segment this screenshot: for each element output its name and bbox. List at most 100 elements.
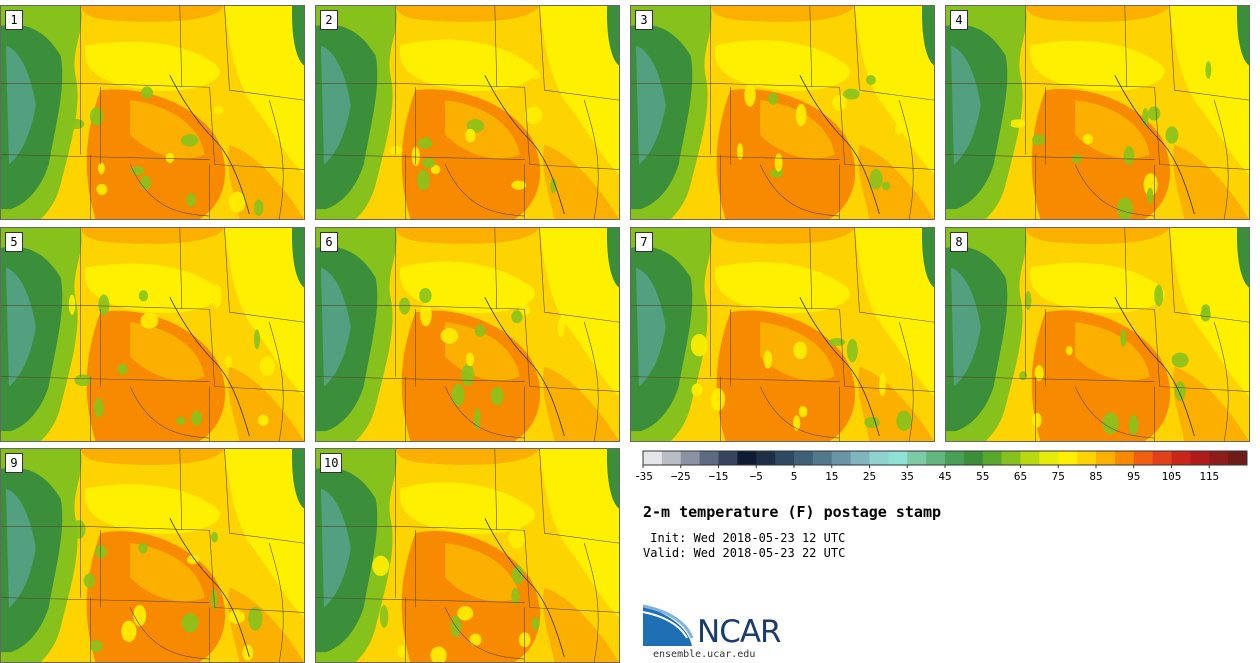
colorbar-tick-label: 15 bbox=[825, 470, 838, 483]
cool-zone bbox=[399, 261, 535, 313]
state-boundary bbox=[524, 309, 530, 387]
cool-spot bbox=[397, 645, 405, 658]
colorbar-tick-label: 115 bbox=[1199, 470, 1219, 483]
warm-zone bbox=[543, 587, 619, 662]
temperature-map bbox=[316, 449, 619, 662]
peak-terrain bbox=[635, 267, 666, 387]
state-boundary bbox=[494, 228, 498, 310]
cool-spot bbox=[419, 288, 432, 304]
colorbar-tick-label: 35 bbox=[901, 470, 914, 483]
cool-spot bbox=[248, 606, 263, 631]
state-boundary bbox=[1, 597, 210, 603]
temperature-map bbox=[316, 228, 619, 441]
peak-terrain bbox=[320, 45, 351, 165]
member-label: 8 bbox=[950, 232, 968, 252]
cool-spot bbox=[894, 66, 912, 77]
state-boundary bbox=[1124, 228, 1128, 310]
cool-spot bbox=[763, 350, 773, 369]
cool-spot bbox=[864, 417, 880, 428]
state-boundary bbox=[494, 6, 498, 88]
cool-spot bbox=[793, 341, 808, 360]
state-boundary bbox=[839, 87, 845, 165]
cool-spot bbox=[1154, 284, 1164, 307]
cool-spot bbox=[417, 169, 430, 191]
cool-zone bbox=[399, 39, 535, 91]
cool-spot bbox=[473, 408, 481, 431]
warm-zone bbox=[130, 543, 205, 602]
cool-spot bbox=[138, 290, 149, 302]
state-boundary bbox=[844, 164, 934, 170]
water-body bbox=[606, 6, 619, 66]
member-panel-2: 2 bbox=[315, 5, 620, 220]
state-boundary bbox=[1213, 100, 1229, 219]
cool-spot bbox=[399, 297, 411, 315]
state-boundary bbox=[583, 100, 599, 219]
state-boundary bbox=[839, 309, 845, 387]
colorbar-swatch bbox=[1228, 451, 1248, 465]
figure-title: 2-m temperature (F) postage stamp bbox=[643, 503, 942, 521]
cool-spot bbox=[869, 168, 883, 190]
colorbar-swatch bbox=[907, 451, 927, 465]
state-boundary bbox=[444, 607, 525, 660]
colorbar-swatch bbox=[850, 451, 870, 465]
cool-spot bbox=[461, 364, 475, 386]
cool-spot bbox=[1165, 126, 1179, 144]
state-boundary bbox=[710, 304, 840, 310]
cool-spot bbox=[211, 531, 218, 543]
cool-spot bbox=[511, 310, 523, 324]
state-boundary bbox=[859, 311, 934, 323]
state-boundary bbox=[1, 154, 210, 160]
cool-spot bbox=[133, 604, 147, 627]
temperature-map bbox=[946, 6, 1249, 219]
cool-spot bbox=[1025, 291, 1032, 310]
colorbar-swatch bbox=[963, 451, 984, 465]
member-label: 3 bbox=[635, 10, 653, 30]
state-boundary bbox=[1174, 311, 1249, 323]
cool-spot bbox=[879, 373, 886, 397]
state-boundary bbox=[809, 228, 813, 310]
cool-spot bbox=[1009, 119, 1026, 128]
cool-spot bbox=[93, 398, 104, 418]
member-label: 5 bbox=[5, 232, 23, 252]
colorbar-swatch bbox=[1039, 451, 1059, 465]
state-boundary bbox=[444, 386, 525, 439]
warm-zone bbox=[130, 322, 205, 381]
state-boundary bbox=[946, 154, 1155, 160]
state-boundary bbox=[224, 6, 230, 91]
colorbar-swatch bbox=[1190, 451, 1210, 465]
cool-spot bbox=[1003, 111, 1012, 131]
state-boundary bbox=[395, 82, 525, 88]
colorbar-swatch bbox=[1114, 451, 1135, 465]
cool-spot bbox=[389, 146, 403, 155]
warm-zone bbox=[760, 100, 835, 159]
river bbox=[169, 297, 250, 437]
colorbar-tick-label: −15 bbox=[709, 470, 729, 483]
colorbar-swatch bbox=[1133, 451, 1154, 465]
cool-spot bbox=[690, 334, 708, 357]
cool-zone bbox=[1029, 40, 1165, 91]
cool-zone bbox=[854, 6, 934, 175]
member-label: 6 bbox=[320, 232, 338, 252]
state-boundary bbox=[1, 376, 210, 382]
colorbar-tick-label: 75 bbox=[1052, 470, 1065, 483]
cool-spot bbox=[228, 191, 246, 213]
colorbar-tick-label: 25 bbox=[863, 470, 876, 483]
cool-spot bbox=[881, 181, 891, 191]
state-boundary bbox=[631, 154, 840, 160]
cool-spot bbox=[832, 94, 847, 111]
warm-zone bbox=[1173, 366, 1249, 441]
state-boundary bbox=[631, 376, 840, 382]
cool-zone bbox=[1169, 6, 1249, 175]
water-body bbox=[291, 228, 304, 288]
river bbox=[484, 75, 565, 215]
member-panel-5: 5 bbox=[0, 227, 305, 442]
river bbox=[484, 297, 565, 437]
cool-spot bbox=[531, 617, 540, 631]
cool-spot bbox=[570, 538, 582, 551]
logo-wordmark: NCAR bbox=[697, 614, 782, 650]
state-boundary bbox=[209, 309, 215, 387]
cool-spot bbox=[465, 128, 476, 143]
state-boundary bbox=[224, 449, 230, 534]
cool-spot bbox=[372, 555, 390, 577]
state-boundary bbox=[1025, 82, 1155, 88]
